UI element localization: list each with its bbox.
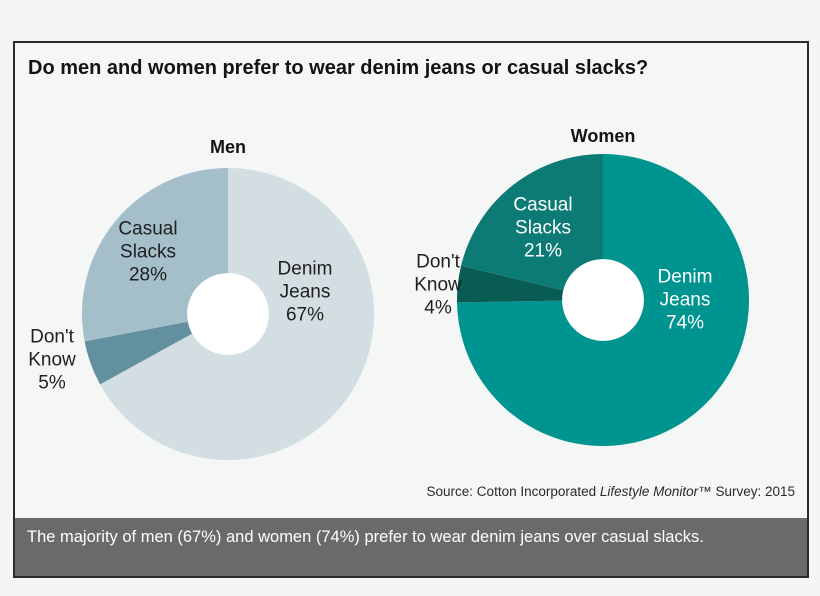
donut-segment-casual-slacks	[461, 154, 603, 300]
women-donut-svg	[457, 154, 750, 446]
women-chart-title: Women	[570, 126, 636, 146]
source-note: Source: Cotton Incorporated Lifestyle Mo…	[427, 484, 795, 499]
men-segment-label-dont-know: Don't Know 5%	[28, 326, 76, 394]
women-segment-label-casual-slacks: Casual Slacks 21%	[513, 194, 573, 262]
caption-bar: The majority of men (67%) and women (74%…	[15, 518, 807, 576]
women-donut-chart: Women Denim Jeans 74% Don't Know 4% Casu…	[414, 126, 753, 450]
source-suffix: ™ Survey: 2015	[698, 484, 795, 499]
women-segment-label-denim-jeans: Denim Jeans 74%	[657, 266, 713, 334]
caption-text: The majority of men (67%) and women (74%…	[27, 528, 704, 546]
men-donut-svg	[82, 168, 374, 461]
men-chart-title: Men	[210, 137, 246, 157]
donut-hole	[562, 259, 644, 341]
source-prefix: Source: Cotton Incorporated	[426, 484, 600, 499]
content-frame: Do men and women prefer to wear denim je…	[13, 41, 809, 578]
men-segment-label-casual-slacks: Casual Slacks 28%	[118, 218, 178, 286]
men-segment-label-denim-jeans: Denim Jeans 67%	[277, 258, 333, 326]
source-publication: Lifestyle Monitor	[599, 484, 699, 499]
women-segment-label-dont-know: Don't Know 4%	[414, 251, 462, 319]
donut-hole	[187, 273, 269, 355]
page-title: Do men and women prefer to wear denim je…	[28, 57, 649, 79]
men-donut-chart: Men Denim Jeans 67% Don't Know 5% Casual…	[28, 137, 378, 464]
